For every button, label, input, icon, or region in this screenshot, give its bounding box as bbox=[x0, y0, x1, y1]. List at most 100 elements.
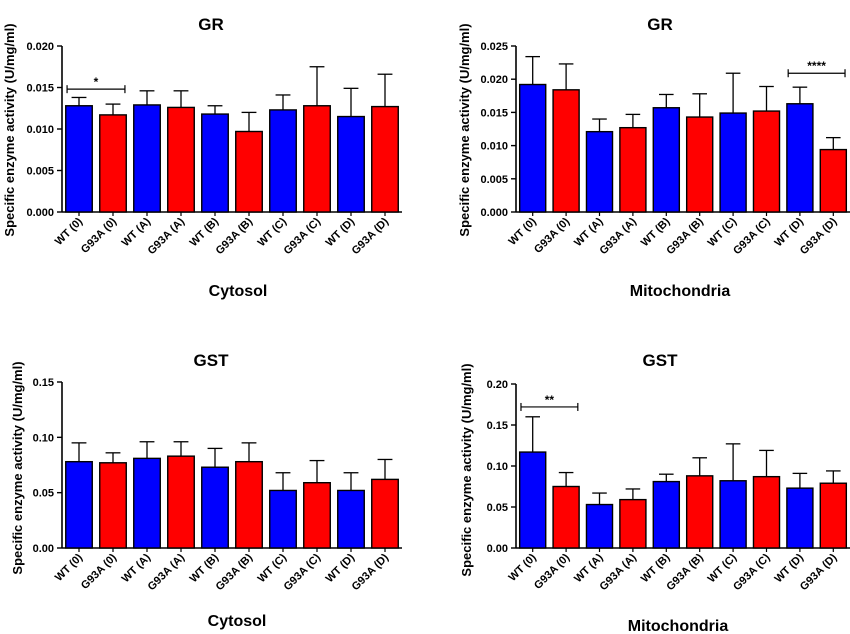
y-axis-label: Specific enzyme activity (U/mg/ml) bbox=[457, 23, 472, 236]
x-tick-label: G93A (D) bbox=[798, 551, 840, 593]
bar bbox=[552, 485, 580, 549]
bar bbox=[167, 455, 195, 549]
panel-title: GST bbox=[194, 351, 230, 370]
panel-gr-cytosol: GR Specific enzyme activity (U/mg/ml) Cy… bbox=[2, 15, 402, 300]
bar bbox=[619, 126, 647, 213]
bar bbox=[786, 103, 814, 213]
y-tick-label: 0.000 bbox=[26, 207, 54, 219]
x-axis-label: Cytosol bbox=[209, 283, 268, 300]
x-tick-label: G93A (0) bbox=[79, 551, 119, 591]
y-tick-label: 0.00 bbox=[33, 543, 54, 555]
panel-title: GST bbox=[643, 351, 679, 370]
x-tick-label: G93A (A) bbox=[146, 551, 188, 593]
x-tick-label: G93A (A) bbox=[598, 215, 640, 257]
significance-label: * bbox=[94, 75, 99, 89]
bar bbox=[303, 482, 331, 549]
y-tick-label: 0.015 bbox=[480, 107, 508, 119]
bar bbox=[371, 105, 399, 213]
y-tick-label: 0.10 bbox=[33, 432, 54, 444]
y-tick-label: 0.15 bbox=[33, 377, 54, 389]
x-tick-label: G93A (C) bbox=[731, 215, 773, 257]
x-tick-label: WT (0) bbox=[507, 551, 539, 583]
y-tick-label: 0.025 bbox=[480, 41, 508, 53]
bar bbox=[786, 487, 814, 549]
bar bbox=[585, 503, 614, 549]
significance-label: **** bbox=[807, 59, 826, 73]
bar bbox=[819, 148, 848, 213]
y-tick-label: 0.20 bbox=[487, 379, 508, 391]
bar bbox=[269, 109, 297, 213]
x-tick-label: G93A (D) bbox=[798, 215, 840, 257]
bar bbox=[719, 480, 747, 549]
y-tick-label: 0.020 bbox=[480, 74, 508, 86]
bar bbox=[652, 480, 681, 549]
x-tick-label: WT (C) bbox=[256, 551, 290, 585]
bar bbox=[201, 466, 229, 549]
bar bbox=[269, 489, 297, 549]
x-tick-label: G93A (0) bbox=[532, 551, 572, 591]
x-axis-label: Mitochondria bbox=[628, 618, 729, 634]
bar bbox=[99, 462, 127, 549]
y-tick-label: 0.05 bbox=[487, 502, 508, 514]
bar bbox=[518, 83, 547, 213]
bar bbox=[685, 116, 714, 213]
bar bbox=[552, 89, 580, 213]
x-tick-label: WT (0) bbox=[507, 215, 539, 247]
bar bbox=[337, 115, 365, 213]
y-tick-label: 0.10 bbox=[487, 461, 508, 473]
panel-title: GR bbox=[198, 15, 224, 34]
panel-gr-mitochondria: GR Specific enzyme activity (U/mg/ml) Mi… bbox=[457, 15, 850, 300]
x-tick-label: WT (B) bbox=[188, 551, 222, 585]
bar bbox=[235, 130, 263, 213]
x-tick-label: G93A (B) bbox=[664, 551, 706, 593]
bar bbox=[65, 460, 93, 549]
bar bbox=[819, 482, 848, 549]
x-tick-label: G93A (A) bbox=[146, 215, 188, 257]
y-axis-label: Specific enzyme activity (U/mg/ml) bbox=[459, 363, 474, 576]
y-tick-label: 0.005 bbox=[26, 166, 54, 178]
bar bbox=[201, 113, 229, 213]
x-tick-label: G93A (C) bbox=[731, 551, 773, 593]
x-tick-label: WT (0) bbox=[53, 215, 85, 247]
x-tick-label: G93A (B) bbox=[664, 215, 706, 257]
panel-gst-mitochondria: GST Specific enzyme activity (U/mg/ml) M… bbox=[459, 351, 850, 634]
y-tick-label: 0.000 bbox=[480, 207, 508, 219]
bar bbox=[133, 104, 161, 213]
bar bbox=[235, 460, 263, 549]
x-tick-label: WT (0) bbox=[53, 551, 85, 583]
x-tick-label: WT (D) bbox=[324, 215, 358, 249]
bar bbox=[619, 498, 647, 549]
x-tick-label: G93A (B) bbox=[214, 551, 256, 593]
bar bbox=[752, 110, 781, 213]
panel-title: GR bbox=[647, 15, 673, 34]
x-tick-label: G93A (A) bbox=[598, 551, 640, 593]
x-tick-label: G93A (D) bbox=[350, 215, 392, 257]
bar bbox=[585, 130, 614, 213]
bar bbox=[685, 475, 714, 549]
bar bbox=[337, 489, 365, 549]
bar bbox=[65, 105, 93, 213]
bar bbox=[652, 107, 681, 213]
bar bbox=[518, 451, 547, 549]
bar bbox=[719, 112, 747, 213]
bar bbox=[133, 457, 161, 549]
x-tick-label: WT (B) bbox=[188, 215, 222, 249]
x-tick-label: G93A (0) bbox=[532, 215, 572, 255]
x-tick-label: G93A (C) bbox=[282, 215, 324, 257]
significance-label: ** bbox=[545, 393, 555, 407]
y-tick-label: 0.010 bbox=[480, 141, 508, 153]
x-tick-label: WT (A) bbox=[120, 215, 154, 249]
bar bbox=[167, 106, 195, 213]
x-tick-label: G93A (C) bbox=[282, 551, 324, 593]
x-tick-label: G93A (D) bbox=[350, 551, 392, 593]
bar bbox=[99, 114, 127, 213]
x-axis-label: Mitochondria bbox=[630, 283, 731, 300]
x-tick-label: WT (A) bbox=[120, 551, 154, 585]
y-tick-label: 0.05 bbox=[33, 488, 54, 500]
panel-gst-cytosol: GST Specific enzyme activity (U/mg/ml) C… bbox=[10, 351, 402, 630]
x-tick-label: WT (C) bbox=[256, 215, 290, 249]
y-tick-label: 0.005 bbox=[480, 174, 508, 186]
y-tick-label: 0.020 bbox=[26, 41, 54, 53]
x-tick-label: G93A (0) bbox=[79, 215, 119, 255]
